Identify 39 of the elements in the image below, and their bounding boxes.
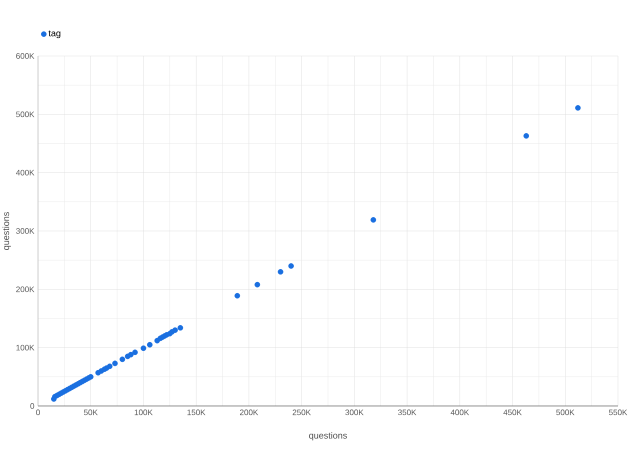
legend-label: tag	[48, 30, 60, 38]
point	[254, 282, 260, 288]
x-tick-label: 450K	[503, 410, 522, 416]
point	[575, 105, 581, 111]
point	[178, 325, 184, 331]
point	[523, 133, 530, 139]
y-tick-label: 200K	[16, 286, 34, 292]
point	[146, 342, 153, 348]
x-tick-label: 200K	[240, 410, 258, 416]
y-tick-label: 0	[30, 403, 34, 409]
x-tick-label: 350K	[398, 410, 416, 416]
point	[106, 364, 113, 370]
point	[112, 360, 118, 366]
point	[88, 374, 94, 380]
x-tick-label: 50K	[84, 410, 98, 416]
x-tick-label: 550K	[608, 410, 628, 416]
y-tick-label: 500K	[16, 112, 34, 118]
y-tick-label: 100K	[16, 344, 34, 350]
x-tick-label: 250K	[292, 410, 311, 416]
point	[278, 269, 284, 275]
x-tick-label: 150K	[187, 410, 206, 416]
point	[172, 327, 178, 333]
x-tick-label: 500K	[556, 410, 575, 416]
x-tick-label: 400K	[450, 410, 470, 416]
x-tick-label: 0	[36, 410, 40, 416]
x-tick-label: 100K	[134, 410, 153, 416]
y-tick-label: 400K	[16, 170, 34, 176]
point	[120, 356, 126, 362]
y-axis-title: questions	[2, 212, 11, 250]
point	[128, 352, 134, 358]
point	[234, 292, 240, 299]
y-tick-label: 300K	[16, 228, 34, 234]
point	[140, 345, 146, 352]
x-axis-title: questions	[309, 432, 347, 440]
x-tick-label: 300K	[345, 410, 364, 416]
point	[370, 217, 376, 223]
y-tick-label: 600K	[16, 53, 34, 59]
point	[288, 263, 294, 269]
point	[132, 350, 138, 356]
